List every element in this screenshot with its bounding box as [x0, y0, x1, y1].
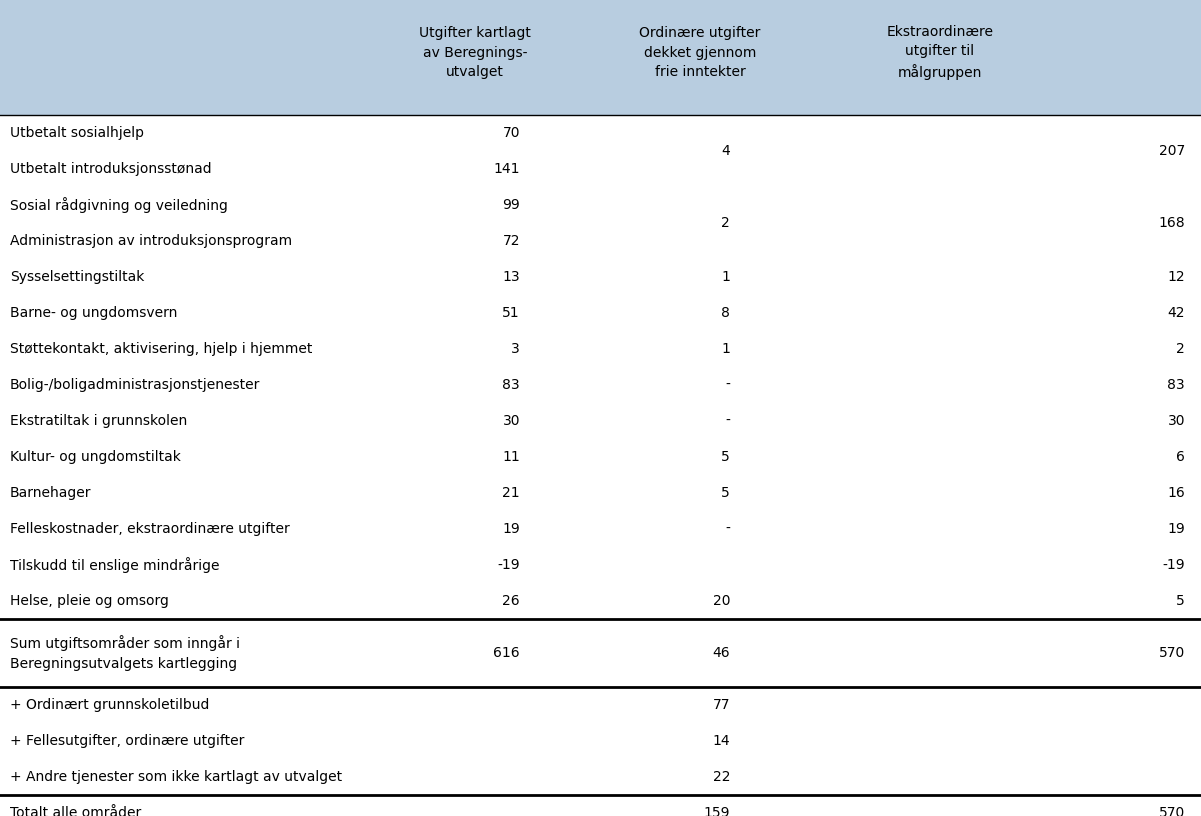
Text: 2: 2: [1176, 342, 1185, 356]
Text: + Fellesutgifter, ordinære utgifter: + Fellesutgifter, ordinære utgifter: [10, 734, 244, 748]
Text: Ordinære utgifter
dekket gjennom
frie inntekter: Ordinære utgifter dekket gjennom frie in…: [639, 26, 760, 79]
Text: 6: 6: [1176, 450, 1185, 464]
Text: 4: 4: [722, 144, 730, 158]
Text: 21: 21: [502, 486, 520, 500]
Text: 570: 570: [1159, 646, 1185, 660]
Text: 1: 1: [721, 270, 730, 284]
Text: -19: -19: [497, 558, 520, 572]
Text: 30: 30: [1167, 414, 1185, 428]
Text: 72: 72: [502, 234, 520, 248]
Text: 141: 141: [494, 162, 520, 176]
Text: Utbetalt sosialhjelp: Utbetalt sosialhjelp: [10, 126, 144, 140]
Text: 168: 168: [1159, 216, 1185, 230]
Text: 5: 5: [722, 450, 730, 464]
Text: Støttekontakt, aktivisering, hjelp i hjemmet: Støttekontakt, aktivisering, hjelp i hje…: [10, 342, 312, 356]
Text: 46: 46: [712, 646, 730, 660]
Text: Utbetalt introduksjonsstønad: Utbetalt introduksjonsstønad: [10, 162, 211, 176]
Text: -: -: [725, 414, 730, 428]
Text: 2: 2: [722, 216, 730, 230]
Text: 14: 14: [712, 734, 730, 748]
Text: Ekstraordinære
utgifter til
målgruppen: Ekstraordinære utgifter til målgruppen: [886, 24, 993, 81]
Text: 20: 20: [712, 594, 730, 608]
Text: 5: 5: [722, 486, 730, 500]
Text: Helse, pleie og omsorg: Helse, pleie og omsorg: [10, 594, 169, 608]
Text: 26: 26: [502, 594, 520, 608]
Text: 1: 1: [721, 342, 730, 356]
Text: 13: 13: [502, 270, 520, 284]
Text: Utgifter kartlagt
av Beregnings-
utvalget: Utgifter kartlagt av Beregnings- utvalge…: [419, 26, 531, 79]
Text: 83: 83: [1167, 378, 1185, 392]
Text: 8: 8: [721, 306, 730, 320]
Text: 570: 570: [1159, 806, 1185, 816]
Text: 19: 19: [502, 522, 520, 536]
Text: Sosial rådgivning og veiledning: Sosial rådgivning og veiledning: [10, 197, 228, 213]
Text: 30: 30: [502, 414, 520, 428]
Text: Bolig-/boligadministrasjonstjenester: Bolig-/boligadministrasjonstjenester: [10, 378, 261, 392]
Text: Barnehager: Barnehager: [10, 486, 91, 500]
Text: 11: 11: [502, 450, 520, 464]
Text: 42: 42: [1167, 306, 1185, 320]
Text: -: -: [725, 522, 730, 536]
Text: Ekstratiltak i grunnskolen: Ekstratiltak i grunnskolen: [10, 414, 187, 428]
Text: 83: 83: [502, 378, 520, 392]
Text: -: -: [725, 378, 730, 392]
Text: 51: 51: [502, 306, 520, 320]
Text: 3: 3: [512, 342, 520, 356]
Text: Sum utgiftsområder som inngår i
Beregningsutvalgets kartlegging: Sum utgiftsområder som inngår i Beregnin…: [10, 636, 240, 671]
Text: + Andre tjenester som ikke kartlagt av utvalget: + Andre tjenester som ikke kartlagt av u…: [10, 770, 342, 784]
Text: Tilskudd til enslige mindrårige: Tilskudd til enslige mindrårige: [10, 557, 220, 573]
Bar: [0, 0, 1201, 115]
Text: 616: 616: [494, 646, 520, 660]
Text: Sysselsettingstiltak: Sysselsettingstiltak: [10, 270, 144, 284]
Text: 159: 159: [704, 806, 730, 816]
Text: 19: 19: [1167, 522, 1185, 536]
Text: 12: 12: [1167, 270, 1185, 284]
Text: 99: 99: [502, 198, 520, 212]
Text: 70: 70: [502, 126, 520, 140]
Text: + Ordinært grunnskoletilbud: + Ordinært grunnskoletilbud: [10, 698, 209, 712]
Text: 207: 207: [1159, 144, 1185, 158]
Text: 5: 5: [1176, 594, 1185, 608]
Text: -19: -19: [1163, 558, 1185, 572]
Text: Administrasjon av introduksjonsprogram: Administrasjon av introduksjonsprogram: [10, 234, 292, 248]
Text: Felleskostnader, ekstraordinære utgifter: Felleskostnader, ekstraordinære utgifter: [10, 522, 289, 536]
Text: 77: 77: [712, 698, 730, 712]
Text: 16: 16: [1167, 486, 1185, 500]
Text: Kultur- og ungdomstiltak: Kultur- og ungdomstiltak: [10, 450, 181, 464]
Text: Totalt alle områder: Totalt alle områder: [10, 806, 142, 816]
Text: Barne- og ungdomsvern: Barne- og ungdomsvern: [10, 306, 178, 320]
Text: 22: 22: [712, 770, 730, 784]
